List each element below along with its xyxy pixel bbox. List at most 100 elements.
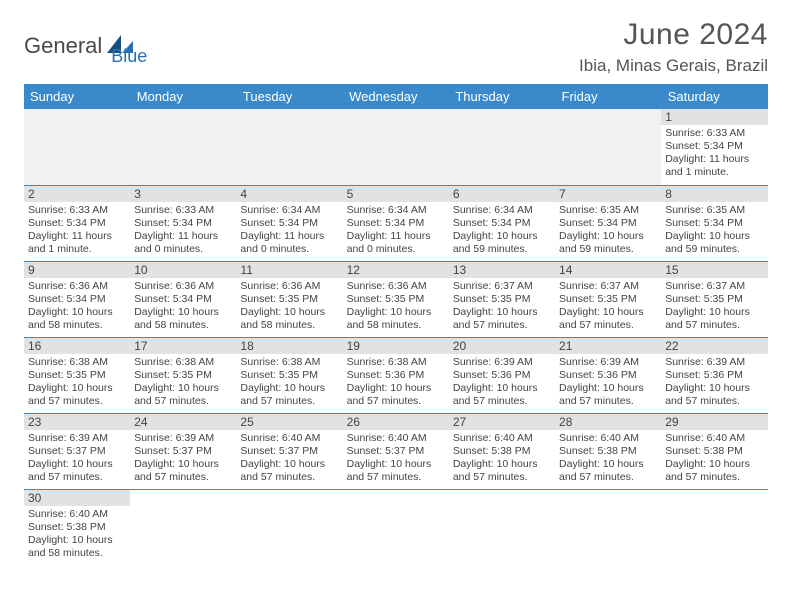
- calendar-cell: 16Sunrise: 6:38 AMSunset: 5:35 PMDayligh…: [24, 337, 130, 413]
- calendar-cell: 23Sunrise: 6:39 AMSunset: 5:37 PMDayligh…: [24, 413, 130, 489]
- day-number: 22: [661, 338, 767, 354]
- calendar-cell: 21Sunrise: 6:39 AMSunset: 5:36 PMDayligh…: [555, 337, 661, 413]
- day-number: 18: [236, 338, 342, 354]
- daylight-text: Daylight: 10 hours and 57 minutes.: [347, 458, 445, 484]
- day-number: 6: [449, 186, 555, 202]
- sunrise-text: Sunrise: 6:33 AM: [665, 127, 763, 140]
- sunset-text: Sunset: 5:35 PM: [453, 293, 551, 306]
- daylight-text: Daylight: 11 hours and 0 minutes.: [347, 230, 445, 256]
- calendar-cell: 6Sunrise: 6:34 AMSunset: 5:34 PMDaylight…: [449, 185, 555, 261]
- calendar-page: General Blue June 2024 Ibia, Minas Gerai…: [0, 0, 792, 583]
- day-details: Sunrise: 6:34 AMSunset: 5:34 PMDaylight:…: [449, 202, 555, 259]
- day-details: Sunrise: 6:40 AMSunset: 5:37 PMDaylight:…: [343, 430, 449, 487]
- day-number: 7: [555, 186, 661, 202]
- sunrise-text: Sunrise: 6:36 AM: [347, 280, 445, 293]
- daylight-text: Daylight: 10 hours and 59 minutes.: [453, 230, 551, 256]
- sunset-text: Sunset: 5:34 PM: [559, 217, 657, 230]
- calendar-cell: [236, 489, 342, 565]
- daylight-text: Daylight: 10 hours and 59 minutes.: [665, 230, 763, 256]
- sunrise-text: Sunrise: 6:38 AM: [28, 356, 126, 369]
- daylight-text: Daylight: 10 hours and 57 minutes.: [134, 458, 232, 484]
- calendar-cell: 24Sunrise: 6:39 AMSunset: 5:37 PMDayligh…: [130, 413, 236, 489]
- sunset-text: Sunset: 5:36 PM: [453, 369, 551, 382]
- daylight-text: Daylight: 10 hours and 57 minutes.: [134, 382, 232, 408]
- calendar-table: SundayMondayTuesdayWednesdayThursdayFrid…: [24, 84, 768, 565]
- day-details: Sunrise: 6:34 AMSunset: 5:34 PMDaylight:…: [343, 202, 449, 259]
- day-details: Sunrise: 6:36 AMSunset: 5:34 PMDaylight:…: [130, 278, 236, 335]
- sunset-text: Sunset: 5:34 PM: [665, 217, 763, 230]
- day-details: Sunrise: 6:35 AMSunset: 5:34 PMDaylight:…: [661, 202, 767, 259]
- daylight-text: Daylight: 11 hours and 0 minutes.: [134, 230, 232, 256]
- day-number: 9: [24, 262, 130, 278]
- sunset-text: Sunset: 5:34 PM: [134, 217, 232, 230]
- calendar-cell: 17Sunrise: 6:38 AMSunset: 5:35 PMDayligh…: [130, 337, 236, 413]
- calendar-cell: [24, 109, 130, 185]
- sunset-text: Sunset: 5:36 PM: [347, 369, 445, 382]
- sunrise-text: Sunrise: 6:40 AM: [559, 432, 657, 445]
- calendar-week-row: 9Sunrise: 6:36 AMSunset: 5:34 PMDaylight…: [24, 261, 768, 337]
- calendar-body: 1Sunrise: 6:33 AMSunset: 5:34 PMDaylight…: [24, 109, 768, 565]
- day-number: 8: [661, 186, 767, 202]
- daylight-text: Daylight: 10 hours and 57 minutes.: [559, 382, 657, 408]
- calendar-cell: 12Sunrise: 6:36 AMSunset: 5:35 PMDayligh…: [343, 261, 449, 337]
- calendar-cell: [555, 109, 661, 185]
- sunset-text: Sunset: 5:38 PM: [559, 445, 657, 458]
- daylight-text: Daylight: 10 hours and 57 minutes.: [559, 458, 657, 484]
- sunrise-text: Sunrise: 6:39 AM: [665, 356, 763, 369]
- daylight-text: Daylight: 10 hours and 57 minutes.: [453, 458, 551, 484]
- calendar-cell: [343, 109, 449, 185]
- day-details: Sunrise: 6:33 AMSunset: 5:34 PMDaylight:…: [661, 125, 767, 182]
- day-details: Sunrise: 6:40 AMSunset: 5:38 PMDaylight:…: [24, 506, 130, 563]
- calendar-cell: [343, 489, 449, 565]
- day-number: 28: [555, 414, 661, 430]
- daylight-text: Daylight: 10 hours and 57 minutes.: [28, 382, 126, 408]
- calendar-cell: 27Sunrise: 6:40 AMSunset: 5:38 PMDayligh…: [449, 413, 555, 489]
- logo-text-general: General: [24, 33, 102, 59]
- daylight-text: Daylight: 10 hours and 59 minutes.: [559, 230, 657, 256]
- calendar-cell: 9 Sunrise: 6:36 AMSunset: 5:34 PMDaylight…: [24, 261, 130, 337]
- day-details: Sunrise: 6:34 AMSunset: 5:34 PMDaylight:…: [236, 202, 342, 259]
- day-number: 26: [343, 414, 449, 430]
- calendar-cell: 1Sunrise: 6:33 AMSunset: 5:34 PMDaylight…: [661, 109, 767, 185]
- daylight-text: Daylight: 10 hours and 57 minutes.: [28, 458, 126, 484]
- daylight-text: Daylight: 10 hours and 58 minutes.: [134, 306, 232, 332]
- sunrise-text: Sunrise: 6:34 AM: [453, 204, 551, 217]
- sunrise-text: Sunrise: 6:36 AM: [28, 280, 126, 293]
- daylight-text: Daylight: 10 hours and 58 minutes.: [240, 306, 338, 332]
- calendar-cell: 8Sunrise: 6:35 AMSunset: 5:34 PMDaylight…: [661, 185, 767, 261]
- day-details: Sunrise: 6:36 AMSunset: 5:35 PMDaylight:…: [343, 278, 449, 335]
- day-number: 19: [343, 338, 449, 354]
- sunset-text: Sunset: 5:35 PM: [134, 369, 232, 382]
- day-number: 30: [24, 490, 130, 506]
- calendar-cell: 29Sunrise: 6:40 AMSunset: 5:38 PMDayligh…: [661, 413, 767, 489]
- sunset-text: Sunset: 5:35 PM: [240, 369, 338, 382]
- sunrise-text: Sunrise: 6:38 AM: [347, 356, 445, 369]
- day-details: Sunrise: 6:33 AMSunset: 5:34 PMDaylight:…: [24, 202, 130, 259]
- sunset-text: Sunset: 5:35 PM: [665, 293, 763, 306]
- calendar-day-header: Thursday: [449, 84, 555, 109]
- day-details: Sunrise: 6:40 AMSunset: 5:38 PMDaylight:…: [449, 430, 555, 487]
- daylight-text: Daylight: 10 hours and 58 minutes.: [28, 306, 126, 332]
- daylight-text: Daylight: 10 hours and 57 minutes.: [453, 382, 551, 408]
- sunrise-text: Sunrise: 6:39 AM: [559, 356, 657, 369]
- calendar-cell: 18Sunrise: 6:38 AMSunset: 5:35 PMDayligh…: [236, 337, 342, 413]
- daylight-text: Daylight: 10 hours and 58 minutes.: [347, 306, 445, 332]
- calendar-header-row: SundayMondayTuesdayWednesdayThursdayFrid…: [24, 84, 768, 109]
- sunset-text: Sunset: 5:34 PM: [453, 217, 551, 230]
- calendar-cell: 28 Sunrise: 6:40 AMSunset: 5:38 PMDayligh…: [555, 413, 661, 489]
- day-number: 23: [24, 414, 130, 430]
- day-number: 27: [449, 414, 555, 430]
- sunset-text: Sunset: 5:34 PM: [28, 293, 126, 306]
- day-number: 24: [130, 414, 236, 430]
- day-details: Sunrise: 6:36 AMSunset: 5:35 PMDaylight:…: [236, 278, 342, 335]
- calendar-cell: [130, 109, 236, 185]
- sunrise-text: Sunrise: 6:40 AM: [665, 432, 763, 445]
- day-details: Sunrise: 6:37 AMSunset: 5:35 PMDaylight:…: [449, 278, 555, 335]
- sunset-text: Sunset: 5:36 PM: [665, 369, 763, 382]
- month-title: June 2024: [579, 18, 768, 52]
- day-number: 25: [236, 414, 342, 430]
- calendar-day-header: Tuesday: [236, 84, 342, 109]
- calendar-week-row: 30Sunrise: 6:40 AMSunset: 5:38 PMDayligh…: [24, 489, 768, 565]
- day-details: Sunrise: 6:38 AMSunset: 5:35 PMDaylight:…: [236, 354, 342, 411]
- calendar-day-header: Saturday: [661, 84, 767, 109]
